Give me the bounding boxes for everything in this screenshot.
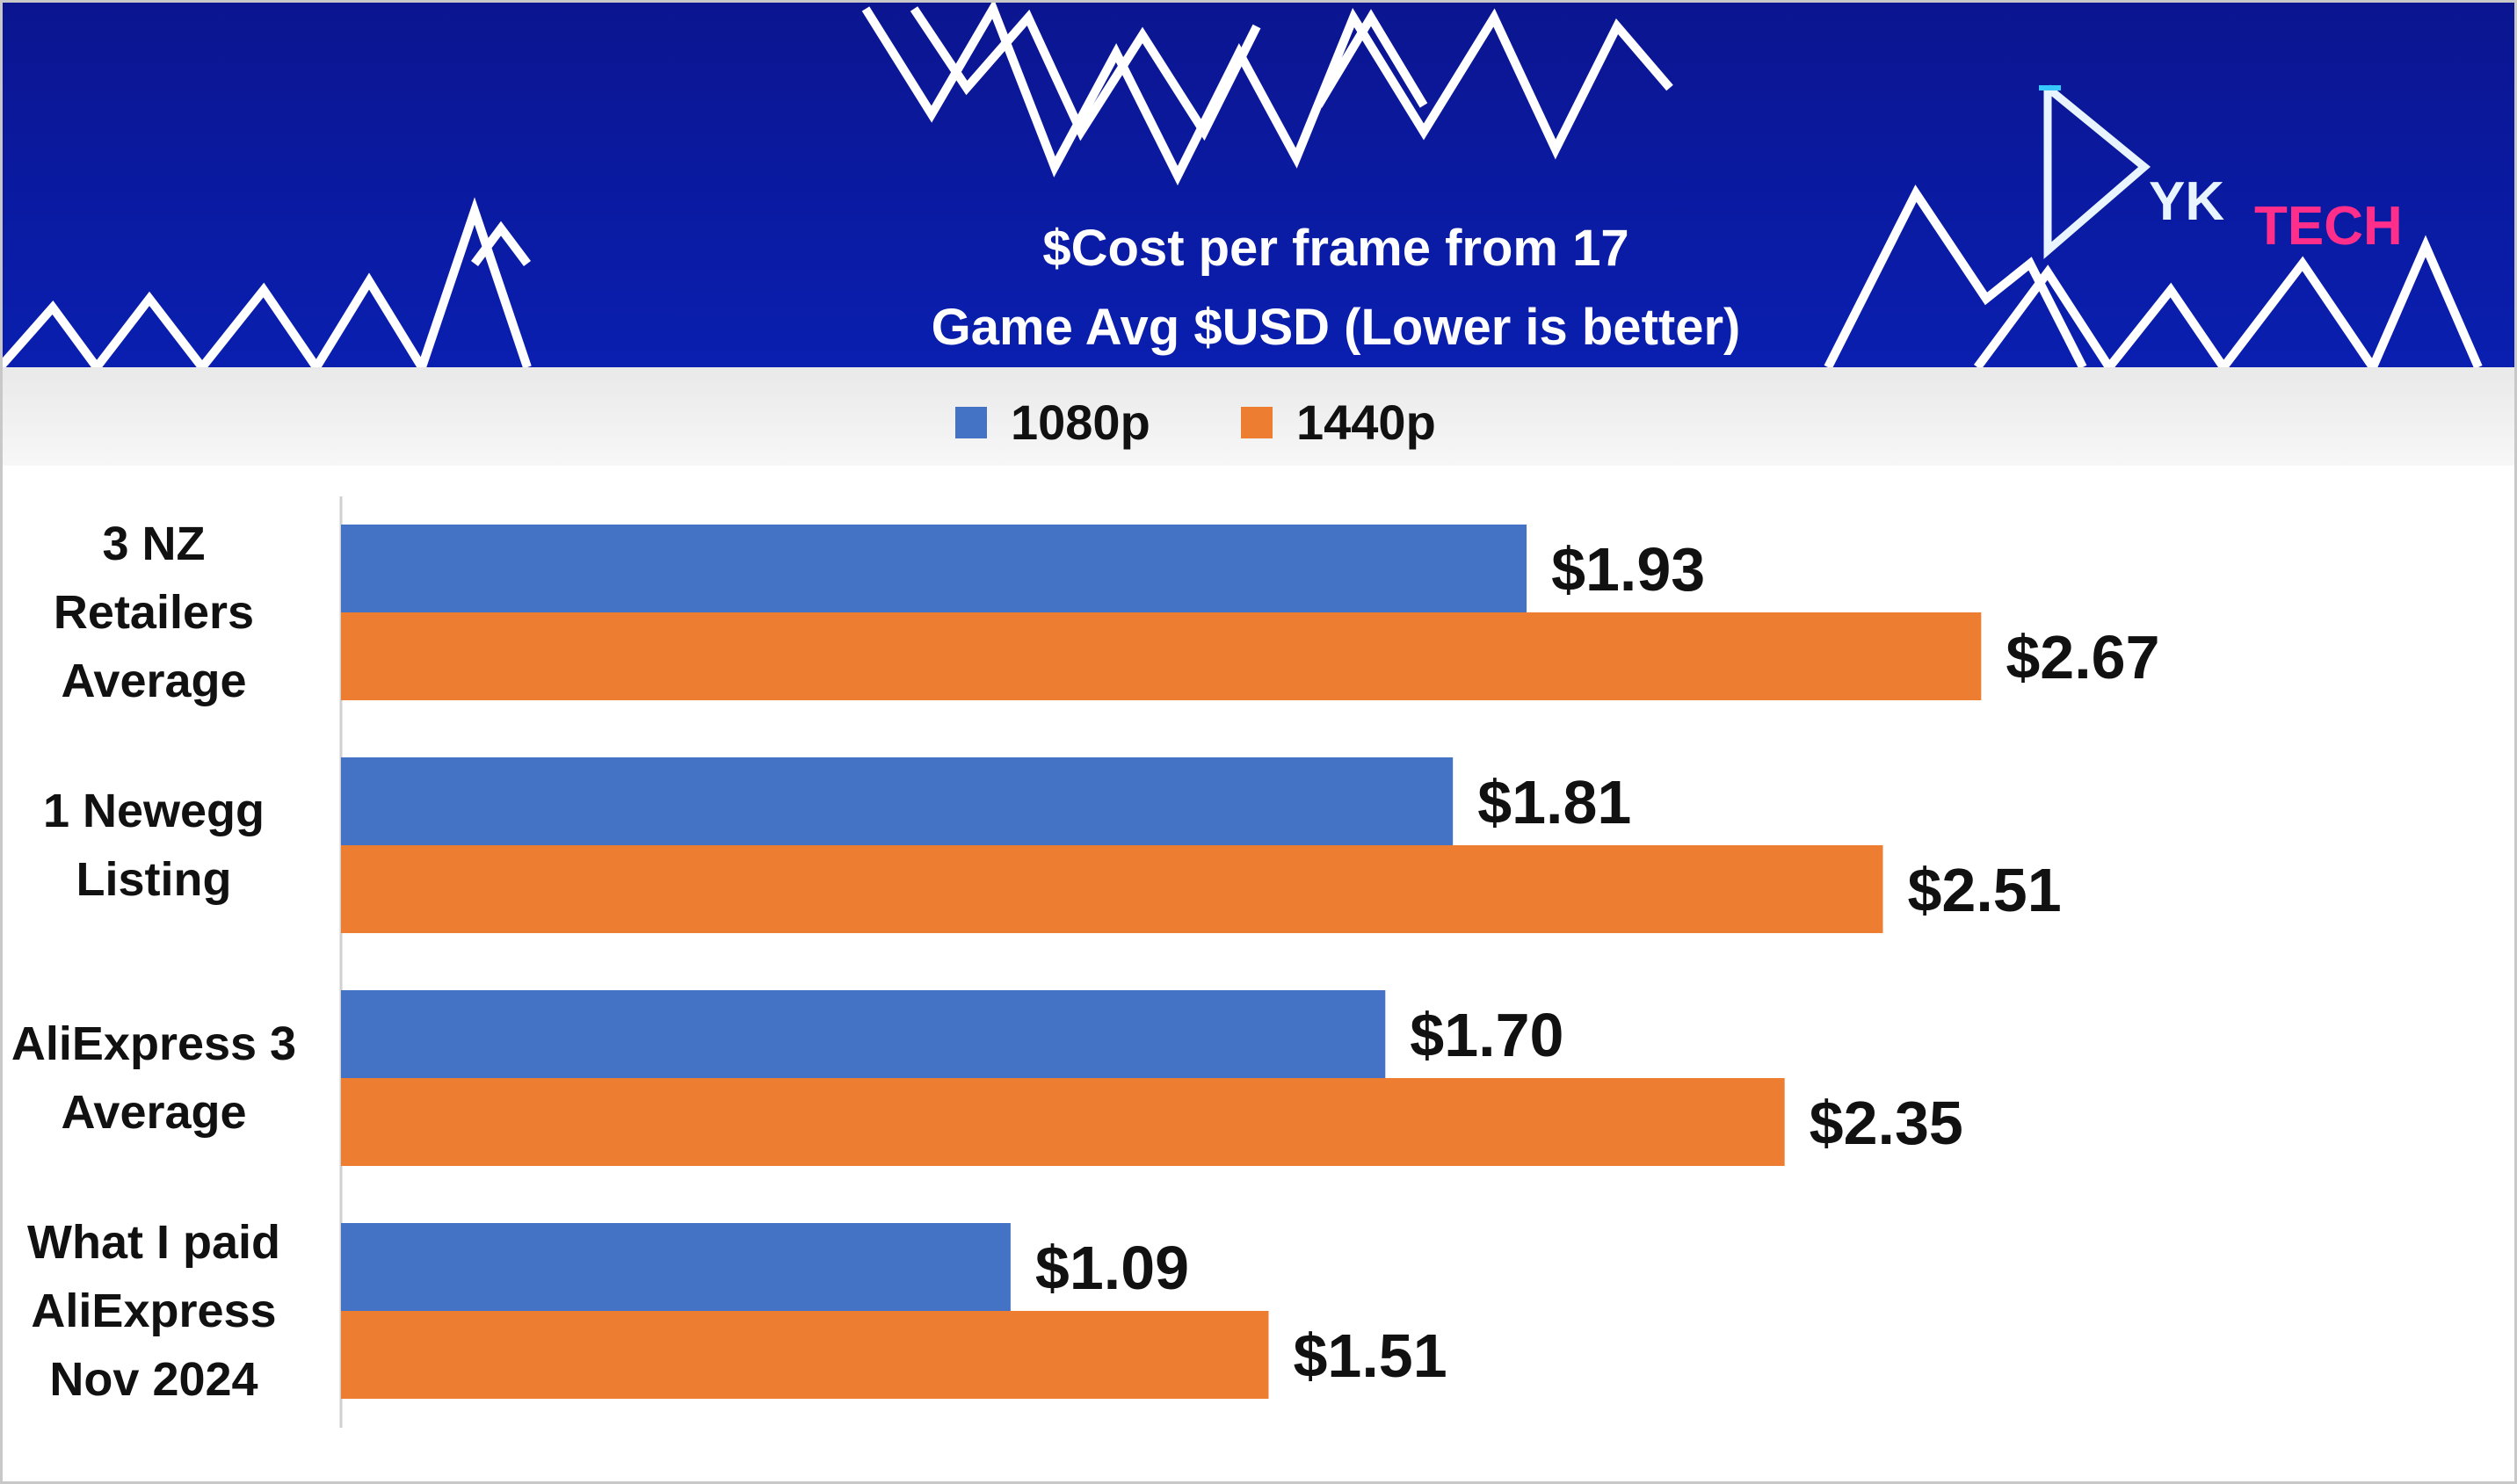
bars-group [341,525,1982,1399]
bar-1080p-1 [341,757,1454,845]
value-label-1080p-3: $1.09 [1035,1234,1189,1302]
logo-tech-text: TECH [2254,196,2403,257]
bar-1080p-3 [341,1223,1011,1311]
header-banner [3,3,2514,367]
value-label-1080p-1: $1.81 [1477,768,1631,836]
category-label-0-line-0: 3 NZ [102,518,205,570]
legend: 1080p 1440p [955,395,1436,450]
bar-1440p-0 [341,612,1982,700]
category-label-3-line-1: AliExpress [31,1285,276,1337]
category-label-2-line-1: Average [61,1086,246,1139]
category-label-0-line-2: Average [61,655,246,707]
bar-1080p-0 [341,525,1527,612]
value-label-1440p-0: $2.67 [2006,623,2159,691]
chart-title-line-2: Game Avg $USD (Lower is better) [932,299,1741,356]
play-triangle-icon [2039,84,2151,259]
category-label-0-line-1: Retailers [54,586,254,639]
logo-letters: YK [2149,171,2224,232]
category-label-2-line-0: AliExpress 3 [11,1017,296,1070]
legend-label-1080p: 1080p [1011,395,1150,450]
legend-label-1440p: 1440p [1296,395,1436,450]
legend-swatch-1440p [1241,407,1273,438]
bar-1440p-1 [341,845,1883,933]
value-label-1080p-2: $1.70 [1410,1001,1563,1069]
value-label-1440p-3: $1.51 [1293,1321,1447,1390]
chart-title-line-1: $Cost per frame from 17 [1042,220,1628,277]
banner-zigzag-decoration [0,0,2483,378]
value-label-1080p-0: $1.93 [1551,535,1705,604]
bar-1440p-3 [341,1311,1269,1399]
category-labels-group: 3 NZ Retailers Average 1 Newegg Listing AliEx… [11,518,296,1406]
value-labels-group: $1.93 $2.67 $1.81 $2.51 $1.70 $2.35 $1.09 $1.51 [1035,535,2160,1390]
bar-1080p-2 [341,990,1386,1078]
category-label-1-line-1: Listing [76,853,232,906]
value-label-1440p-1: $2.51 [1907,856,2061,924]
brand-logo: YK TECH [2039,84,2403,259]
category-label-1-line-0: 1 Newegg [43,785,265,837]
bar-1440p-2 [341,1078,1785,1166]
legend-swatch-1080p [955,407,987,438]
category-label-3-line-0: What I paid [27,1216,280,1269]
value-label-1440p-2: $2.35 [1810,1089,1963,1157]
category-label-3-line-2: Nov 2024 [49,1353,258,1406]
